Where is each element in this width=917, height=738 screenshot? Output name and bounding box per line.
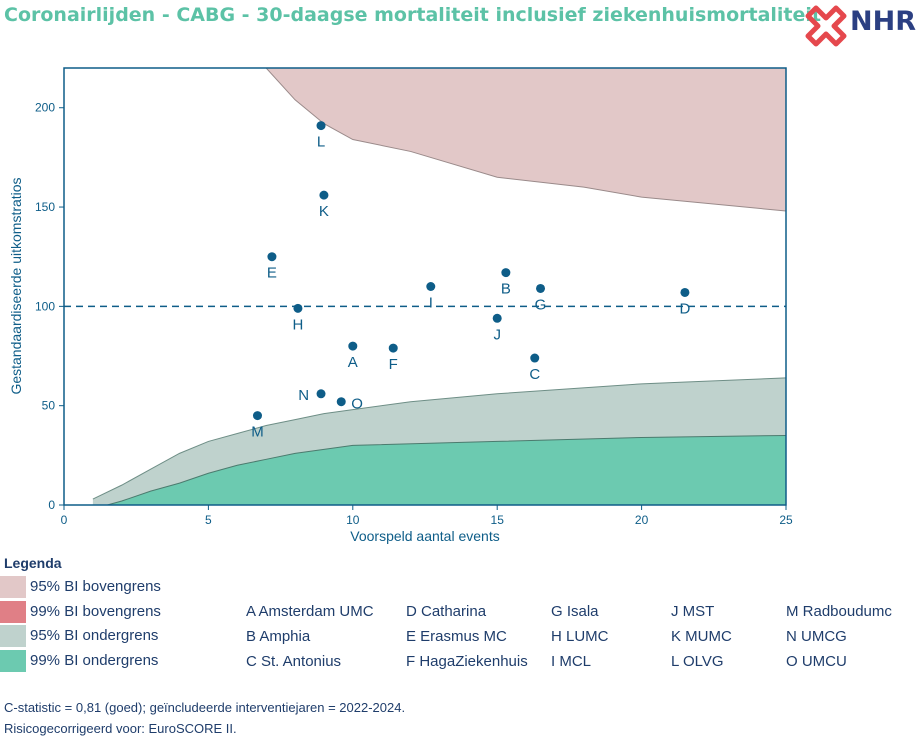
hospital-label: L OLVG <box>671 653 724 670</box>
legend-label: 95% BI ondergrens <box>30 627 159 644</box>
data-point-h <box>293 303 303 313</box>
hospital-label: K MUMC <box>671 628 732 645</box>
data-point-b <box>501 268 511 278</box>
data-point-i <box>426 282 436 291</box>
y-axis-label: Gestandaardiseerde uitkomstratios <box>8 177 24 394</box>
legend-swatch <box>0 625 26 647</box>
data-label-k: K <box>319 203 329 220</box>
hospital-label: M Radboudumc <box>786 603 892 620</box>
data-point-a <box>348 341 358 351</box>
legend-swatch <box>0 650 26 672</box>
data-label-h: H <box>293 316 304 333</box>
band-upper95-edge <box>265 68 786 212</box>
legend-item-upper95: 95% BI bovengrens <box>0 576 240 598</box>
data-label-o: O <box>351 396 363 413</box>
data-point-g <box>536 283 546 293</box>
hospital-label: J MST <box>671 603 715 620</box>
data-point-n <box>316 389 326 399</box>
band-lower99 <box>107 435 786 505</box>
legend-item-lower95: 95% BI ondergrens <box>0 625 240 647</box>
chart-title: Coronairlijden - CABG - 30-daagse mortal… <box>4 4 821 26</box>
y-tick-label: 150 <box>35 200 55 214</box>
footnote-cstatistic: C-statistic = 0,81 (goed); geïncludeerde… <box>4 700 406 715</box>
data-label-a: A <box>348 354 358 371</box>
x-tick-label: 5 <box>205 513 212 527</box>
hospital-label: H LUMC <box>551 628 609 645</box>
data-point-e <box>267 252 277 262</box>
data-point-c <box>530 353 540 363</box>
scatter-chart: 0 5 10 15 20 25 0 50 100 150 200 A B C D E F G H I J K L M N O V… <box>8 67 793 544</box>
data-label-g: G <box>535 296 547 313</box>
hospital-label: O UMCU <box>786 653 847 670</box>
y-tick-label: 200 <box>35 101 55 115</box>
y-tick-label: 0 <box>48 498 55 512</box>
data-point-m <box>252 411 262 421</box>
hospital-label: B Amphia <box>246 628 311 645</box>
x-tick-label: 15 <box>491 513 505 527</box>
x-tick-label: 25 <box>779 513 793 527</box>
plot-frame <box>63 67 787 506</box>
hospital-label: F HagaZiekenhuis <box>406 653 528 670</box>
data-label-i: I <box>429 295 433 312</box>
x-axis-label: Voorspeld aantal events <box>350 528 499 544</box>
data-point-o <box>336 397 346 407</box>
x-tick-label: 10 <box>346 513 360 527</box>
hospital-label: I MCL <box>551 653 592 670</box>
hospital-label: N UMCG <box>786 628 847 645</box>
hospital-label: E Erasmus MC <box>406 628 507 645</box>
x-tick-label: 0 <box>61 513 68 527</box>
legend-swatch <box>0 576 26 598</box>
y-tick-label: 50 <box>42 399 56 413</box>
nhr-logo: NHR <box>800 0 917 48</box>
y-tick-label: 100 <box>35 299 55 313</box>
hospital-label: G Isala <box>551 603 599 620</box>
data-label-m: M <box>251 424 264 441</box>
hospital-label: A Amsterdam UMC <box>246 603 374 620</box>
data-label-n: N <box>298 387 309 404</box>
legend-item-lower99: 99% BI ondergrens <box>0 650 240 672</box>
data-label-e: E <box>267 265 277 282</box>
x-tick-label: 20 <box>635 513 649 527</box>
data-point-j <box>492 313 502 323</box>
data-point-l <box>316 121 326 131</box>
legend-item-upper99: 99% BI bovengrens <box>0 601 240 623</box>
legend-swatch <box>0 601 26 623</box>
legend-label: 95% BI bovengrens <box>30 578 161 595</box>
data-point-k <box>319 190 329 200</box>
band-lower95-edge <box>92 377 786 500</box>
hospital-label: C St. Antonius <box>246 653 342 670</box>
data-point-f <box>388 343 398 353</box>
nhr-logo-icon <box>805 5 847 47</box>
logo-text: NHR <box>850 6 916 37</box>
legend-label: 99% BI bovengrens <box>30 603 161 620</box>
data-label-j: J <box>493 326 501 343</box>
band-lower99-edge <box>107 434 786 505</box>
legend-label: 99% BI ondergrens <box>30 652 159 669</box>
legend-title: Legenda <box>4 555 62 571</box>
data-label-d: D <box>679 300 690 317</box>
data-label-f: F <box>389 356 398 373</box>
data-label-l: L <box>317 134 325 151</box>
data-point-d <box>680 287 690 297</box>
footnote-risk: Risicogecorrigeerd voor: EuroSCORE II. <box>4 721 237 736</box>
data-label-c: C <box>529 366 540 383</box>
hospital-label: D Catharina <box>406 603 487 620</box>
band-upper95 <box>266 68 786 212</box>
data-label-b: B <box>501 281 511 298</box>
